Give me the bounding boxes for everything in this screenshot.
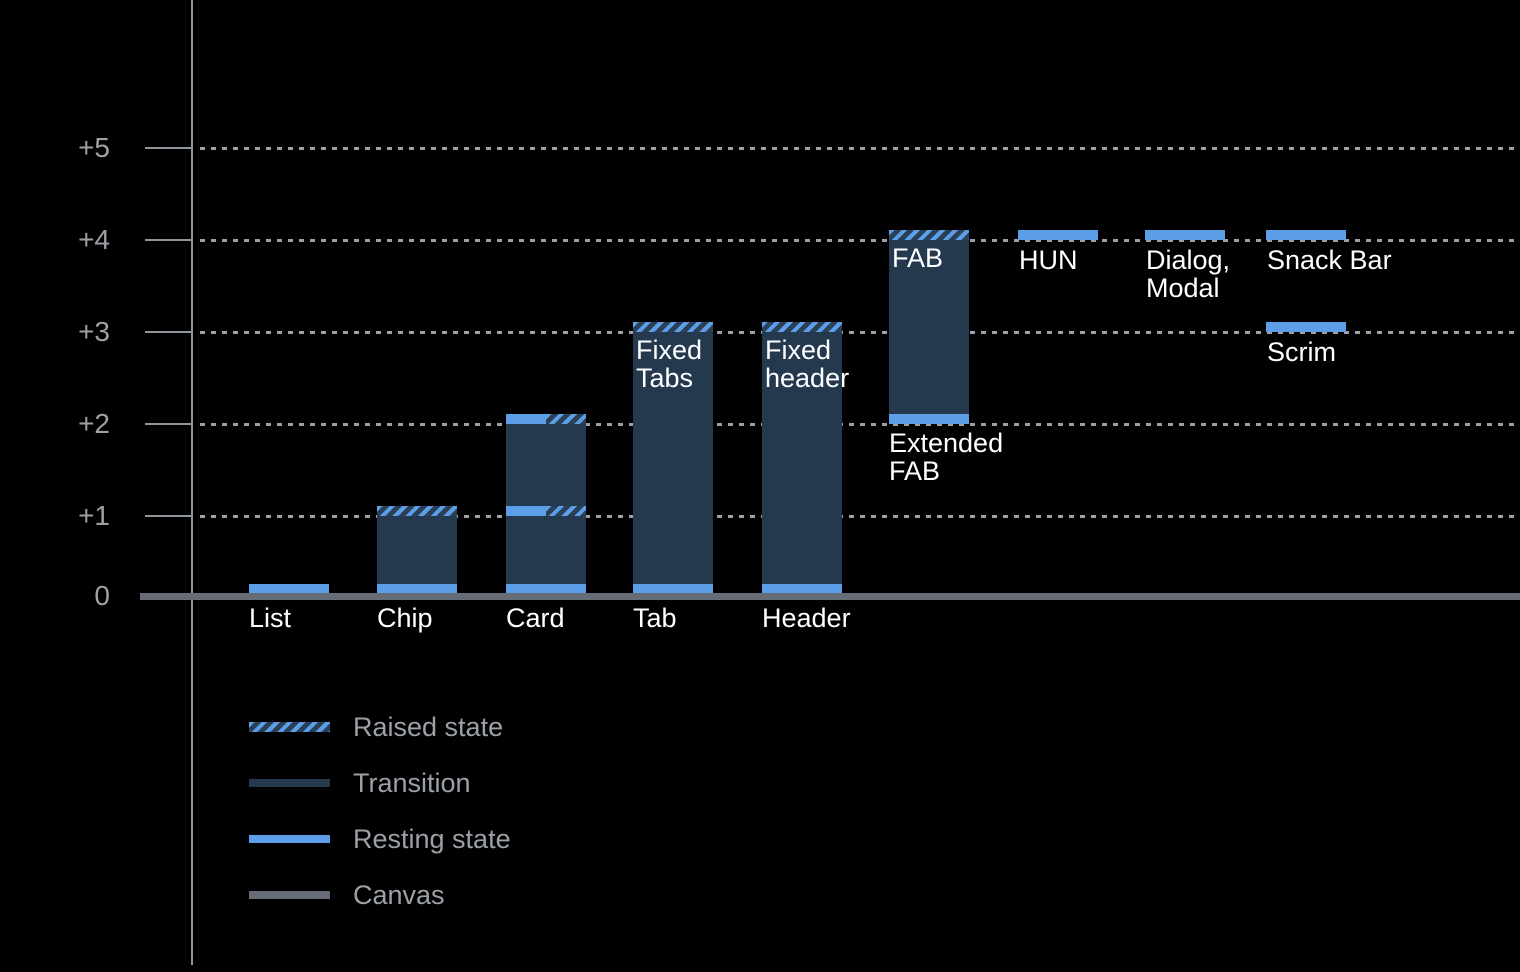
bar-card-transition-segment [506,516,586,584]
legend-item-resting-state: Resting state [249,811,511,867]
canvas-swatch [249,891,330,899]
bar-scrim-resting-segment [1266,322,1346,332]
y-tick-label-4: +4 [78,224,110,255]
legend-item-transition: Transition [249,755,511,811]
bar-chip-transition-segment [377,516,457,584]
label-card: Card [506,603,565,633]
label-extended-fab: Extended FAB [889,428,1004,486]
legend-label-raised-state: Raised state [353,712,504,742]
y-tick-label-2: +2 [78,408,110,439]
y-axis-tick-5 [145,147,193,149]
y-tick-label-5: +5 [78,132,110,163]
bar-fab-raised-segment [889,230,969,240]
bar-fab-transition-segment [889,240,969,414]
bar-tab-raised-segment [633,322,713,332]
gridline-5 [200,147,1520,150]
canvas-baseline [140,593,1520,600]
bar-header-raised-segment [762,322,842,332]
y-tick-label-1: +1 [78,500,110,531]
legend-label-canvas: Canvas [353,880,445,910]
gridline-4 [200,239,1520,242]
y-axis-line [191,0,193,965]
label-list: List [249,603,292,633]
y-axis-tick-3 [145,331,193,333]
bar-header-transition-segment [762,332,842,584]
bar-chip-raised-segment [377,506,457,516]
y-tick-label-0: 0 [94,580,110,611]
resting-state-swatch [249,835,330,843]
label-chip: Chip [377,603,433,633]
legend-label-resting-state: Resting state [353,824,511,854]
label-dialog-modal: Dialog, Modal [1146,245,1231,303]
bar-card-raised-segment [546,414,586,424]
bar-tab-transition-segment [633,332,713,584]
bar-dialog-modal-resting-segment [1145,230,1225,240]
bar-card-transition-segment [506,424,586,506]
label-hun: HUN [1019,245,1078,275]
label-header: Header [762,603,851,633]
legend-item-raised-state: Raised state [249,699,511,755]
label-snack-bar: Snack Bar [1267,245,1392,275]
bar-chip-resting-segment [377,584,457,593]
label-fixed-tabs: Fixed Tabs [636,335,703,393]
y-axis-tick-2 [145,423,193,425]
bar-card-resting-segment [506,584,586,593]
bar-fab-resting-segment [889,414,969,424]
bar-snack-bar-resting-segment [1266,230,1346,240]
legend: Raised state Transition Resting state Ca… [249,699,511,923]
label-tab: Tab [633,603,677,633]
bar-card-resting-segment [506,414,546,424]
gridline-3 [200,331,1520,334]
bar-card-raised-segment [546,506,586,516]
y-axis-tick-1 [145,515,193,517]
label-scrim: Scrim [1267,337,1336,367]
bar-list-resting-segment [249,584,329,593]
gridline-2 [200,423,1520,426]
gridline-1 [200,515,1520,518]
label-fab: FAB [892,243,944,273]
legend-label-transition: Transition [353,768,471,798]
bar-hun-resting-segment [1018,230,1098,240]
y-axis-tick-4 [145,239,193,241]
transition-swatch [249,779,330,787]
bar-tab-resting-segment [633,584,713,593]
y-tick-label-3: +3 [78,316,110,347]
raised-state-swatch [249,722,330,732]
label-fixed-header: Fixed header [765,335,850,393]
legend-item-canvas: Canvas [249,867,511,923]
bar-card-resting-segment [506,506,546,516]
bar-header-resting-segment [762,584,842,593]
